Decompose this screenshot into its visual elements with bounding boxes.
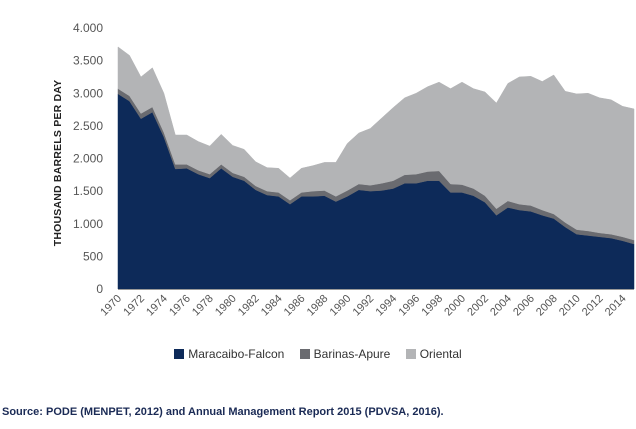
y-tick-label: 1.000 <box>73 217 103 231</box>
x-tick-label: 1974 <box>144 293 170 319</box>
area-series-group <box>117 46 635 290</box>
y-tick-label: 1.500 <box>73 184 103 198</box>
y-tick-label: 3.000 <box>73 86 103 100</box>
x-tick-label: 1990 <box>328 293 354 319</box>
x-tick-label: 1978 <box>190 293 216 319</box>
x-tick-label: 1984 <box>259 293 285 319</box>
y-tick-label: 500 <box>83 249 103 263</box>
area-oriental <box>117 46 635 241</box>
legend-item-oriental: Oriental <box>405 347 462 361</box>
x-tick-label: 2008 <box>534 293 560 319</box>
y-tick-labels: 0 500 1.000 1.500 2.000 2.500 3.000 3.500 4.000 <box>73 21 103 296</box>
legend: Maracaibo-Falcon Barinas-Apure Oriental <box>0 347 636 362</box>
x-tick-labels: 1970197219741976197819801982198419861988… <box>98 293 628 319</box>
y-tick-label: 4.000 <box>73 21 103 35</box>
x-tick-label: 1986 <box>282 293 308 319</box>
legend-label-oriental: Oriental <box>419 347 462 361</box>
legend-label-barinas-apure: Barinas-Apure <box>313 347 391 361</box>
y-axis-label: THOUSAND BARRELS PER DAY <box>52 80 64 247</box>
legend-label-maracaibo-falcon: Maracaibo-Falcon <box>188 347 285 361</box>
y-tick-label: 0 <box>96 282 103 296</box>
x-tick-label: 1998 <box>419 293 445 319</box>
x-tick-label: 2012 <box>580 293 606 319</box>
legend-swatch-barinas-apure <box>299 349 310 359</box>
legend-swatch-oriental <box>405 349 416 359</box>
legend-swatch-maracaibo-falcon <box>174 349 185 359</box>
x-tick-label: 1988 <box>305 293 331 319</box>
x-tick-label: 2000 <box>442 293 468 319</box>
x-tick-label: 1994 <box>374 293 400 319</box>
y-tick-label: 2.000 <box>73 152 103 166</box>
legend-item-barinas-apure: Barinas-Apure <box>299 347 391 361</box>
x-tick-label: 1982 <box>236 293 262 319</box>
legend-item-maracaibo-falcon: Maracaibo-Falcon <box>174 347 284 361</box>
y-tick-label: 3.500 <box>73 54 103 68</box>
x-tick-label: 1972 <box>121 293 147 319</box>
x-tick-label: 1996 <box>396 293 422 319</box>
x-tick-label: 1980 <box>213 293 239 319</box>
x-tick-label: 2004 <box>488 293 514 319</box>
x-tick-label: 2014 <box>603 293 629 319</box>
x-tick-label: 2002 <box>465 293 491 319</box>
y-tick-label: 2.500 <box>73 119 103 133</box>
x-tick-label: 1992 <box>351 293 377 319</box>
x-tick-label: 1970 <box>98 293 124 319</box>
source-note: Source: PODE (MENPET, 2012) and Annual M… <box>2 406 444 418</box>
x-tick-label: 1976 <box>167 293 193 319</box>
x-tick-label: 2006 <box>511 293 537 319</box>
x-tick-label: 2010 <box>557 293 583 319</box>
